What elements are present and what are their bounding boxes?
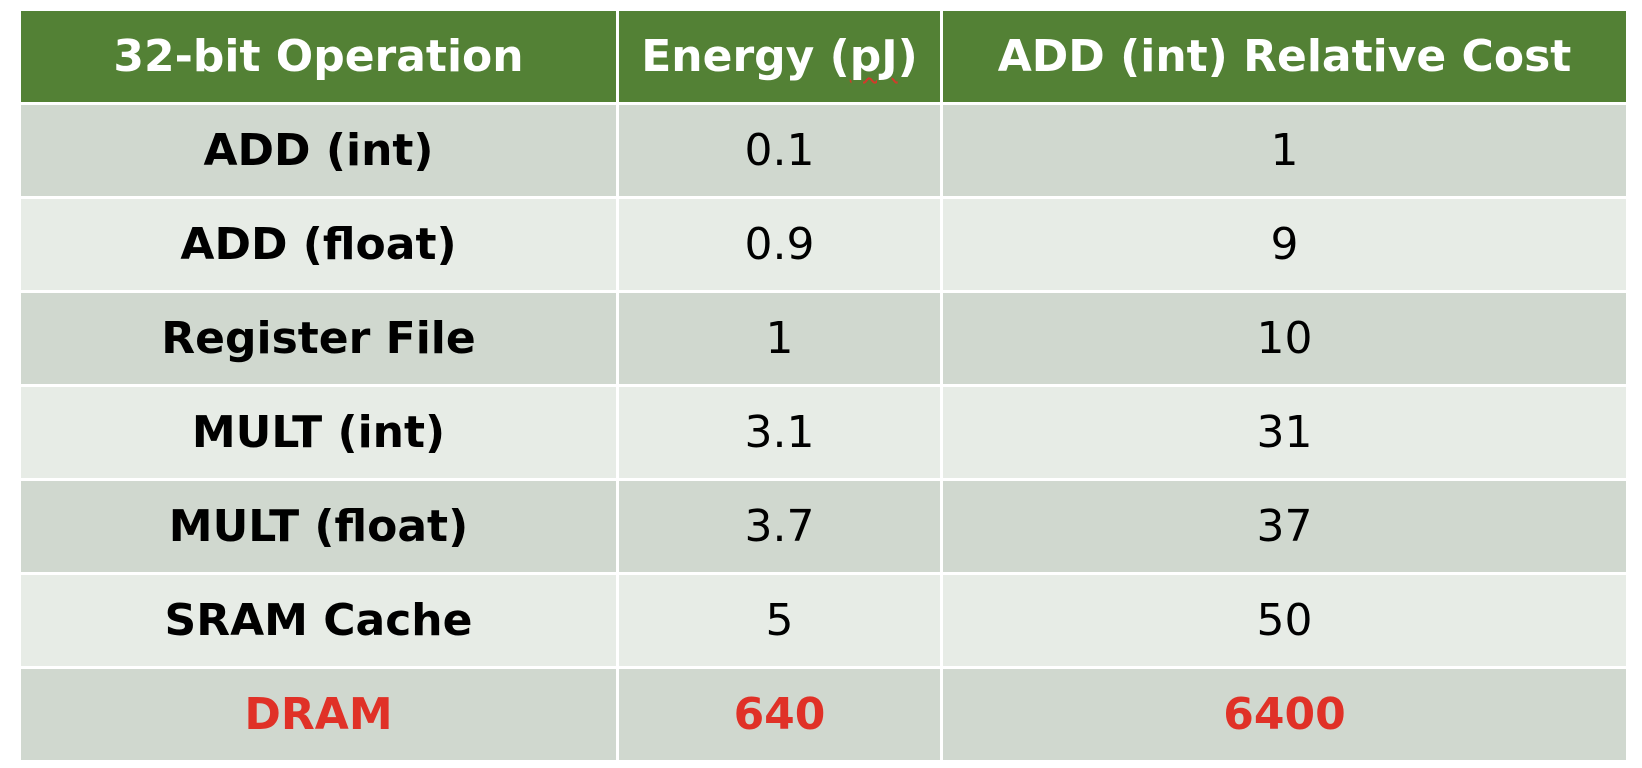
energy-cell: 0.9 [616,196,943,293]
table-row: MULT (float) 3.7 37 [18,478,1629,575]
header-operation: 32-bit Operation [18,8,619,105]
relative-cost-cell: 1 [940,102,1629,199]
operation-cell: MULT (int) [18,384,619,481]
relative-cost-cell: 6400 [940,666,1629,763]
table-row: ADD (float) 0.9 9 [18,196,1629,293]
table-row: ADD (int) 0.1 1 [18,102,1629,199]
table-row: MULT (int) 3.1 31 [18,384,1629,481]
operation-cell: ADD (float) [18,196,619,293]
energy-cell: 5 [616,572,943,669]
table-row-highlighted: DRAM 640 6400 [18,666,1629,763]
header-energy-suffix: ) [897,31,918,82]
energy-cell: 3.7 [616,478,943,575]
header-energy-prefix: Energy ( [641,31,850,82]
relative-cost-cell: 10 [940,290,1629,387]
relative-cost-cell: 9 [940,196,1629,293]
table-row: Register File 1 10 [18,290,1629,387]
operation-cell: Register File [18,290,619,387]
table-row: SRAM Cache 5 50 [18,572,1629,669]
table-header-row: 32-bit Operation Energy (pJ) ADD (int) R… [18,8,1629,105]
relative-cost-cell: 50 [940,572,1629,669]
operation-cell: DRAM [18,666,619,763]
header-energy-unit: pJ [849,31,898,82]
energy-cell: 1 [616,290,943,387]
energy-cell: 3.1 [616,384,943,481]
relative-cost-cell: 37 [940,478,1629,575]
operation-cell: MULT (float) [18,478,619,575]
header-energy: Energy (pJ) [616,8,943,105]
energy-cell: 640 [616,666,943,763]
header-relative-cost: ADD (int) Relative Cost [940,8,1629,105]
energy-cell: 0.1 [616,102,943,199]
operation-cell: ADD (int) [18,102,619,199]
operation-cell: SRAM Cache [18,572,619,669]
energy-cost-table: 32-bit Operation Energy (pJ) ADD (int) R… [18,8,1629,763]
relative-cost-cell: 31 [940,384,1629,481]
